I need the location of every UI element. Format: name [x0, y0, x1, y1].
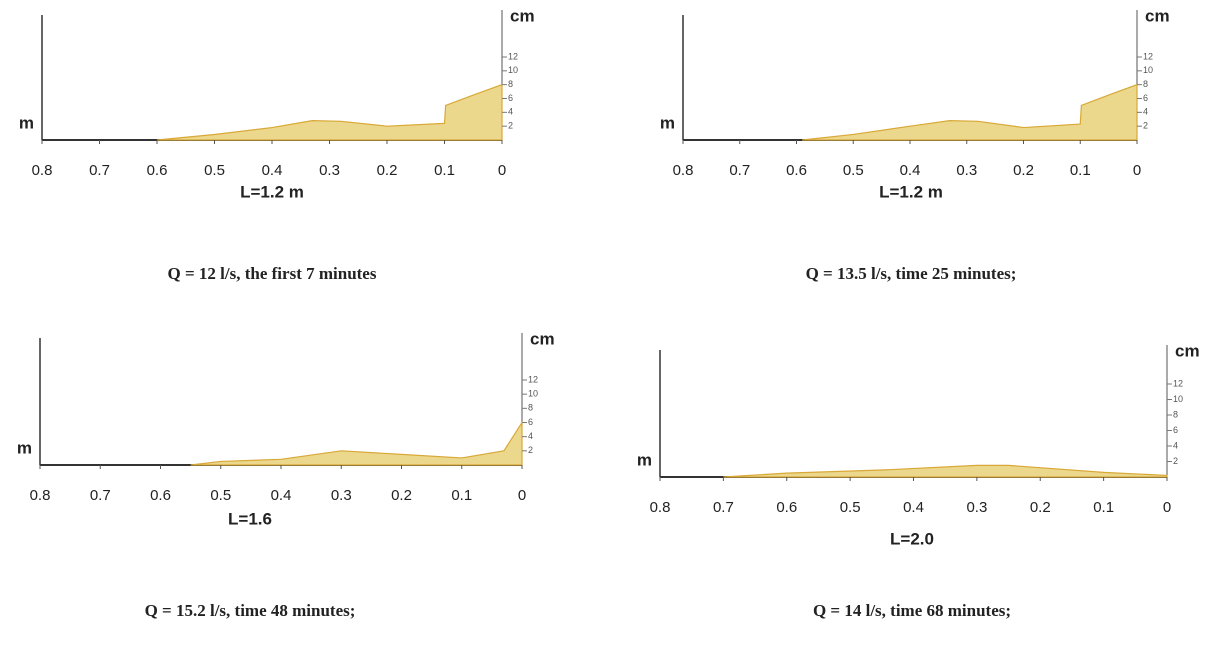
y-tick-label: 6: [508, 93, 513, 103]
x-tick-label: 0: [1163, 499, 1171, 516]
x-tick-label: 0.2: [391, 487, 412, 504]
deposit-area: [802, 83, 1138, 141]
x-tick-label: 0.7: [90, 487, 111, 504]
y-axis-label: cm: [1175, 341, 1200, 360]
y-tick-label: 10: [508, 65, 518, 75]
x-axis-label: m: [637, 450, 652, 469]
y-tick-label: 4: [508, 107, 513, 117]
y-axis-label: cm: [530, 329, 555, 348]
chart-title: L=1.2 m: [879, 182, 943, 201]
y-tick-label: 2: [1173, 456, 1178, 466]
x-tick-label: 0.6: [150, 487, 171, 504]
y-tick-label: 2: [508, 121, 513, 131]
x-axis-label: m: [17, 438, 32, 457]
x-tick-label: 0.2: [377, 162, 398, 179]
y-tick-label: 4: [1143, 107, 1148, 117]
y-tick-label: 4: [1173, 440, 1178, 450]
y-axis-label: cm: [510, 6, 535, 25]
x-tick-label: 0.3: [331, 487, 352, 504]
y-tick-label: 10: [528, 389, 538, 399]
x-tick-label: 0.4: [271, 487, 292, 504]
caption: Q = 14 l/s, time 68 minutes;: [813, 601, 1011, 620]
y-tick-label: 6: [1173, 425, 1178, 435]
y-tick-label: 12: [528, 374, 538, 384]
x-tick-label: 0.8: [673, 162, 694, 179]
x-tick-label: 0.5: [204, 162, 225, 179]
x-axis-label: m: [19, 113, 34, 132]
x-tick-label: 0: [498, 162, 506, 179]
chart-title: L=1.6: [228, 509, 272, 528]
y-tick-label: 12: [1173, 378, 1183, 388]
deposit-area: [156, 83, 503, 141]
x-tick-label: 0.7: [729, 162, 750, 179]
y-tick-label: 4: [528, 431, 533, 441]
x-tick-label: 0.7: [713, 499, 734, 516]
x-tick-label: 0.8: [30, 487, 51, 504]
deposit-area: [190, 420, 523, 466]
chart-title: L=1.2 m: [240, 182, 304, 201]
x-tick-label: 0: [518, 487, 526, 504]
x-tick-label: 0.6: [776, 499, 797, 516]
caption: Q = 13.5 l/s, time 25 minutes;: [806, 264, 1017, 283]
x-tick-label: 0.4: [262, 162, 283, 179]
x-tick-label: 0: [1133, 162, 1141, 179]
x-tick-label: 0.2: [1013, 162, 1034, 179]
caption: Q = 15.2 l/s, time 48 minutes;: [145, 601, 356, 620]
x-tick-label: 0.8: [650, 499, 671, 516]
y-tick-label: 12: [508, 51, 518, 61]
y-tick-label: 10: [1173, 394, 1183, 404]
x-tick-label: 0.4: [903, 499, 924, 516]
x-tick-label: 0.5: [210, 487, 231, 504]
deposit-area: [723, 464, 1168, 478]
y-tick-label: 2: [1143, 121, 1148, 131]
x-tick-label: 0.5: [840, 499, 861, 516]
y-tick-label: 8: [1143, 79, 1148, 89]
chart-title: L=2.0: [890, 529, 934, 548]
x-tick-label: 0.1: [1093, 499, 1114, 516]
y-tick-label: 8: [528, 403, 533, 413]
y-tick-label: 6: [1143, 93, 1148, 103]
y-tick-label: 2: [528, 445, 533, 455]
x-tick-label: 0.2: [1030, 499, 1051, 516]
x-tick-label: 0.6: [147, 162, 168, 179]
x-tick-label: 0.3: [956, 162, 977, 179]
y-axis-label: cm: [1145, 6, 1170, 25]
x-tick-label: 0.7: [89, 162, 110, 179]
x-tick-label: 0.8: [32, 162, 53, 179]
x-tick-label: 0.1: [1070, 162, 1091, 179]
x-tick-label: 0.1: [434, 162, 455, 179]
y-tick-label: 8: [508, 79, 513, 89]
x-axis-label: m: [660, 113, 675, 132]
x-tick-label: 0.3: [319, 162, 340, 179]
y-tick-label: 6: [528, 417, 533, 427]
x-tick-label: 0.4: [900, 162, 921, 179]
x-tick-label: 0.5: [843, 162, 864, 179]
y-tick-label: 8: [1173, 409, 1178, 419]
x-tick-label: 0.1: [451, 487, 472, 504]
y-tick-label: 12: [1143, 51, 1153, 61]
x-tick-label: 0.3: [966, 499, 987, 516]
y-tick-label: 10: [1143, 65, 1153, 75]
x-tick-label: 0.6: [786, 162, 807, 179]
caption: Q = 12 l/s, the first 7 minutes: [168, 264, 377, 283]
